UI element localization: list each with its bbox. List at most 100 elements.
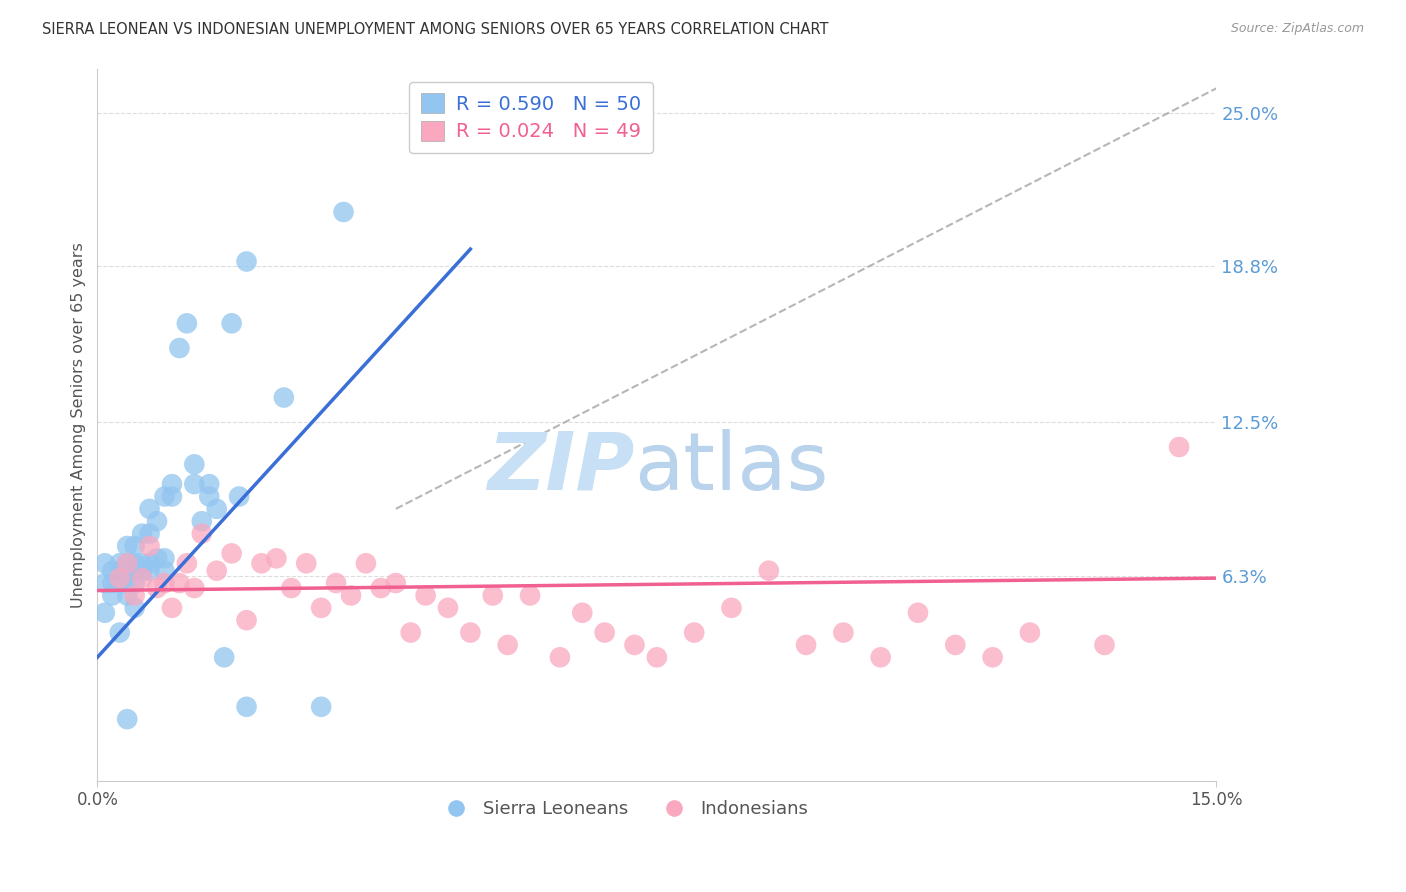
Point bbox=[146, 581, 169, 595]
Point bbox=[115, 539, 138, 553]
Point bbox=[153, 551, 176, 566]
Point bbox=[115, 556, 138, 570]
Point bbox=[124, 576, 146, 591]
Point bbox=[571, 606, 593, 620]
Point bbox=[183, 477, 205, 491]
Point bbox=[309, 600, 332, 615]
Point bbox=[981, 650, 1004, 665]
Point bbox=[176, 316, 198, 330]
Point bbox=[131, 526, 153, 541]
Point bbox=[138, 564, 160, 578]
Point bbox=[169, 341, 191, 355]
Point bbox=[124, 589, 146, 603]
Point bbox=[160, 477, 183, 491]
Point bbox=[683, 625, 706, 640]
Point bbox=[108, 556, 131, 570]
Point bbox=[160, 600, 183, 615]
Point bbox=[138, 526, 160, 541]
Point bbox=[124, 600, 146, 615]
Point bbox=[169, 576, 191, 591]
Point bbox=[94, 576, 117, 591]
Point bbox=[309, 699, 332, 714]
Point bbox=[1168, 440, 1191, 454]
Point bbox=[131, 556, 153, 570]
Point bbox=[266, 551, 288, 566]
Point bbox=[131, 564, 153, 578]
Point bbox=[758, 564, 780, 578]
Point bbox=[101, 589, 124, 603]
Point bbox=[205, 564, 228, 578]
Text: atlas: atlas bbox=[634, 428, 830, 507]
Point bbox=[153, 564, 176, 578]
Point bbox=[108, 564, 131, 578]
Point bbox=[94, 606, 117, 620]
Point bbox=[235, 699, 257, 714]
Text: ZIP: ZIP bbox=[486, 428, 634, 507]
Point bbox=[280, 581, 302, 595]
Point bbox=[869, 650, 891, 665]
Point bbox=[198, 477, 221, 491]
Point bbox=[153, 490, 176, 504]
Point bbox=[295, 556, 318, 570]
Point bbox=[235, 254, 257, 268]
Point bbox=[124, 564, 146, 578]
Point bbox=[645, 650, 668, 665]
Text: SIERRA LEONEAN VS INDONESIAN UNEMPLOYMENT AMONG SENIORS OVER 65 YEARS CORRELATIO: SIERRA LEONEAN VS INDONESIAN UNEMPLOYMEN… bbox=[42, 22, 828, 37]
Point bbox=[205, 501, 228, 516]
Point bbox=[221, 316, 243, 330]
Point bbox=[191, 514, 214, 528]
Point bbox=[593, 625, 616, 640]
Point bbox=[415, 589, 437, 603]
Point bbox=[228, 490, 250, 504]
Point bbox=[138, 501, 160, 516]
Point bbox=[115, 576, 138, 591]
Point bbox=[794, 638, 817, 652]
Point bbox=[94, 556, 117, 570]
Point bbox=[250, 556, 273, 570]
Point bbox=[354, 556, 377, 570]
Point bbox=[332, 205, 354, 219]
Point bbox=[519, 589, 541, 603]
Point bbox=[115, 589, 138, 603]
Point bbox=[460, 625, 482, 640]
Point bbox=[108, 571, 131, 585]
Point bbox=[720, 600, 742, 615]
Point bbox=[138, 539, 160, 553]
Point bbox=[1094, 638, 1116, 652]
Point bbox=[146, 514, 169, 528]
Point bbox=[153, 576, 176, 591]
Point bbox=[1019, 625, 1042, 640]
Point bbox=[496, 638, 519, 652]
Point bbox=[384, 576, 406, 591]
Point bbox=[943, 638, 966, 652]
Point bbox=[437, 600, 460, 615]
Point bbox=[212, 650, 235, 665]
Point bbox=[108, 576, 131, 591]
Point bbox=[235, 613, 257, 627]
Legend: Sierra Leoneans, Indonesians: Sierra Leoneans, Indonesians bbox=[430, 793, 815, 825]
Point bbox=[198, 490, 221, 504]
Point bbox=[183, 458, 205, 472]
Point bbox=[115, 712, 138, 726]
Y-axis label: Unemployment Among Seniors over 65 years: Unemployment Among Seniors over 65 years bbox=[72, 242, 86, 607]
Point bbox=[146, 551, 169, 566]
Point bbox=[131, 571, 153, 585]
Point bbox=[548, 650, 571, 665]
Point bbox=[138, 556, 160, 570]
Point bbox=[325, 576, 347, 591]
Point bbox=[623, 638, 645, 652]
Point bbox=[108, 625, 131, 640]
Text: Source: ZipAtlas.com: Source: ZipAtlas.com bbox=[1230, 22, 1364, 36]
Point bbox=[176, 556, 198, 570]
Point bbox=[124, 539, 146, 553]
Point bbox=[273, 391, 295, 405]
Point bbox=[160, 490, 183, 504]
Point bbox=[221, 546, 243, 560]
Point bbox=[481, 589, 503, 603]
Point bbox=[101, 576, 124, 591]
Point bbox=[370, 581, 392, 595]
Point bbox=[191, 526, 214, 541]
Point bbox=[101, 564, 124, 578]
Point bbox=[115, 556, 138, 570]
Point bbox=[124, 556, 146, 570]
